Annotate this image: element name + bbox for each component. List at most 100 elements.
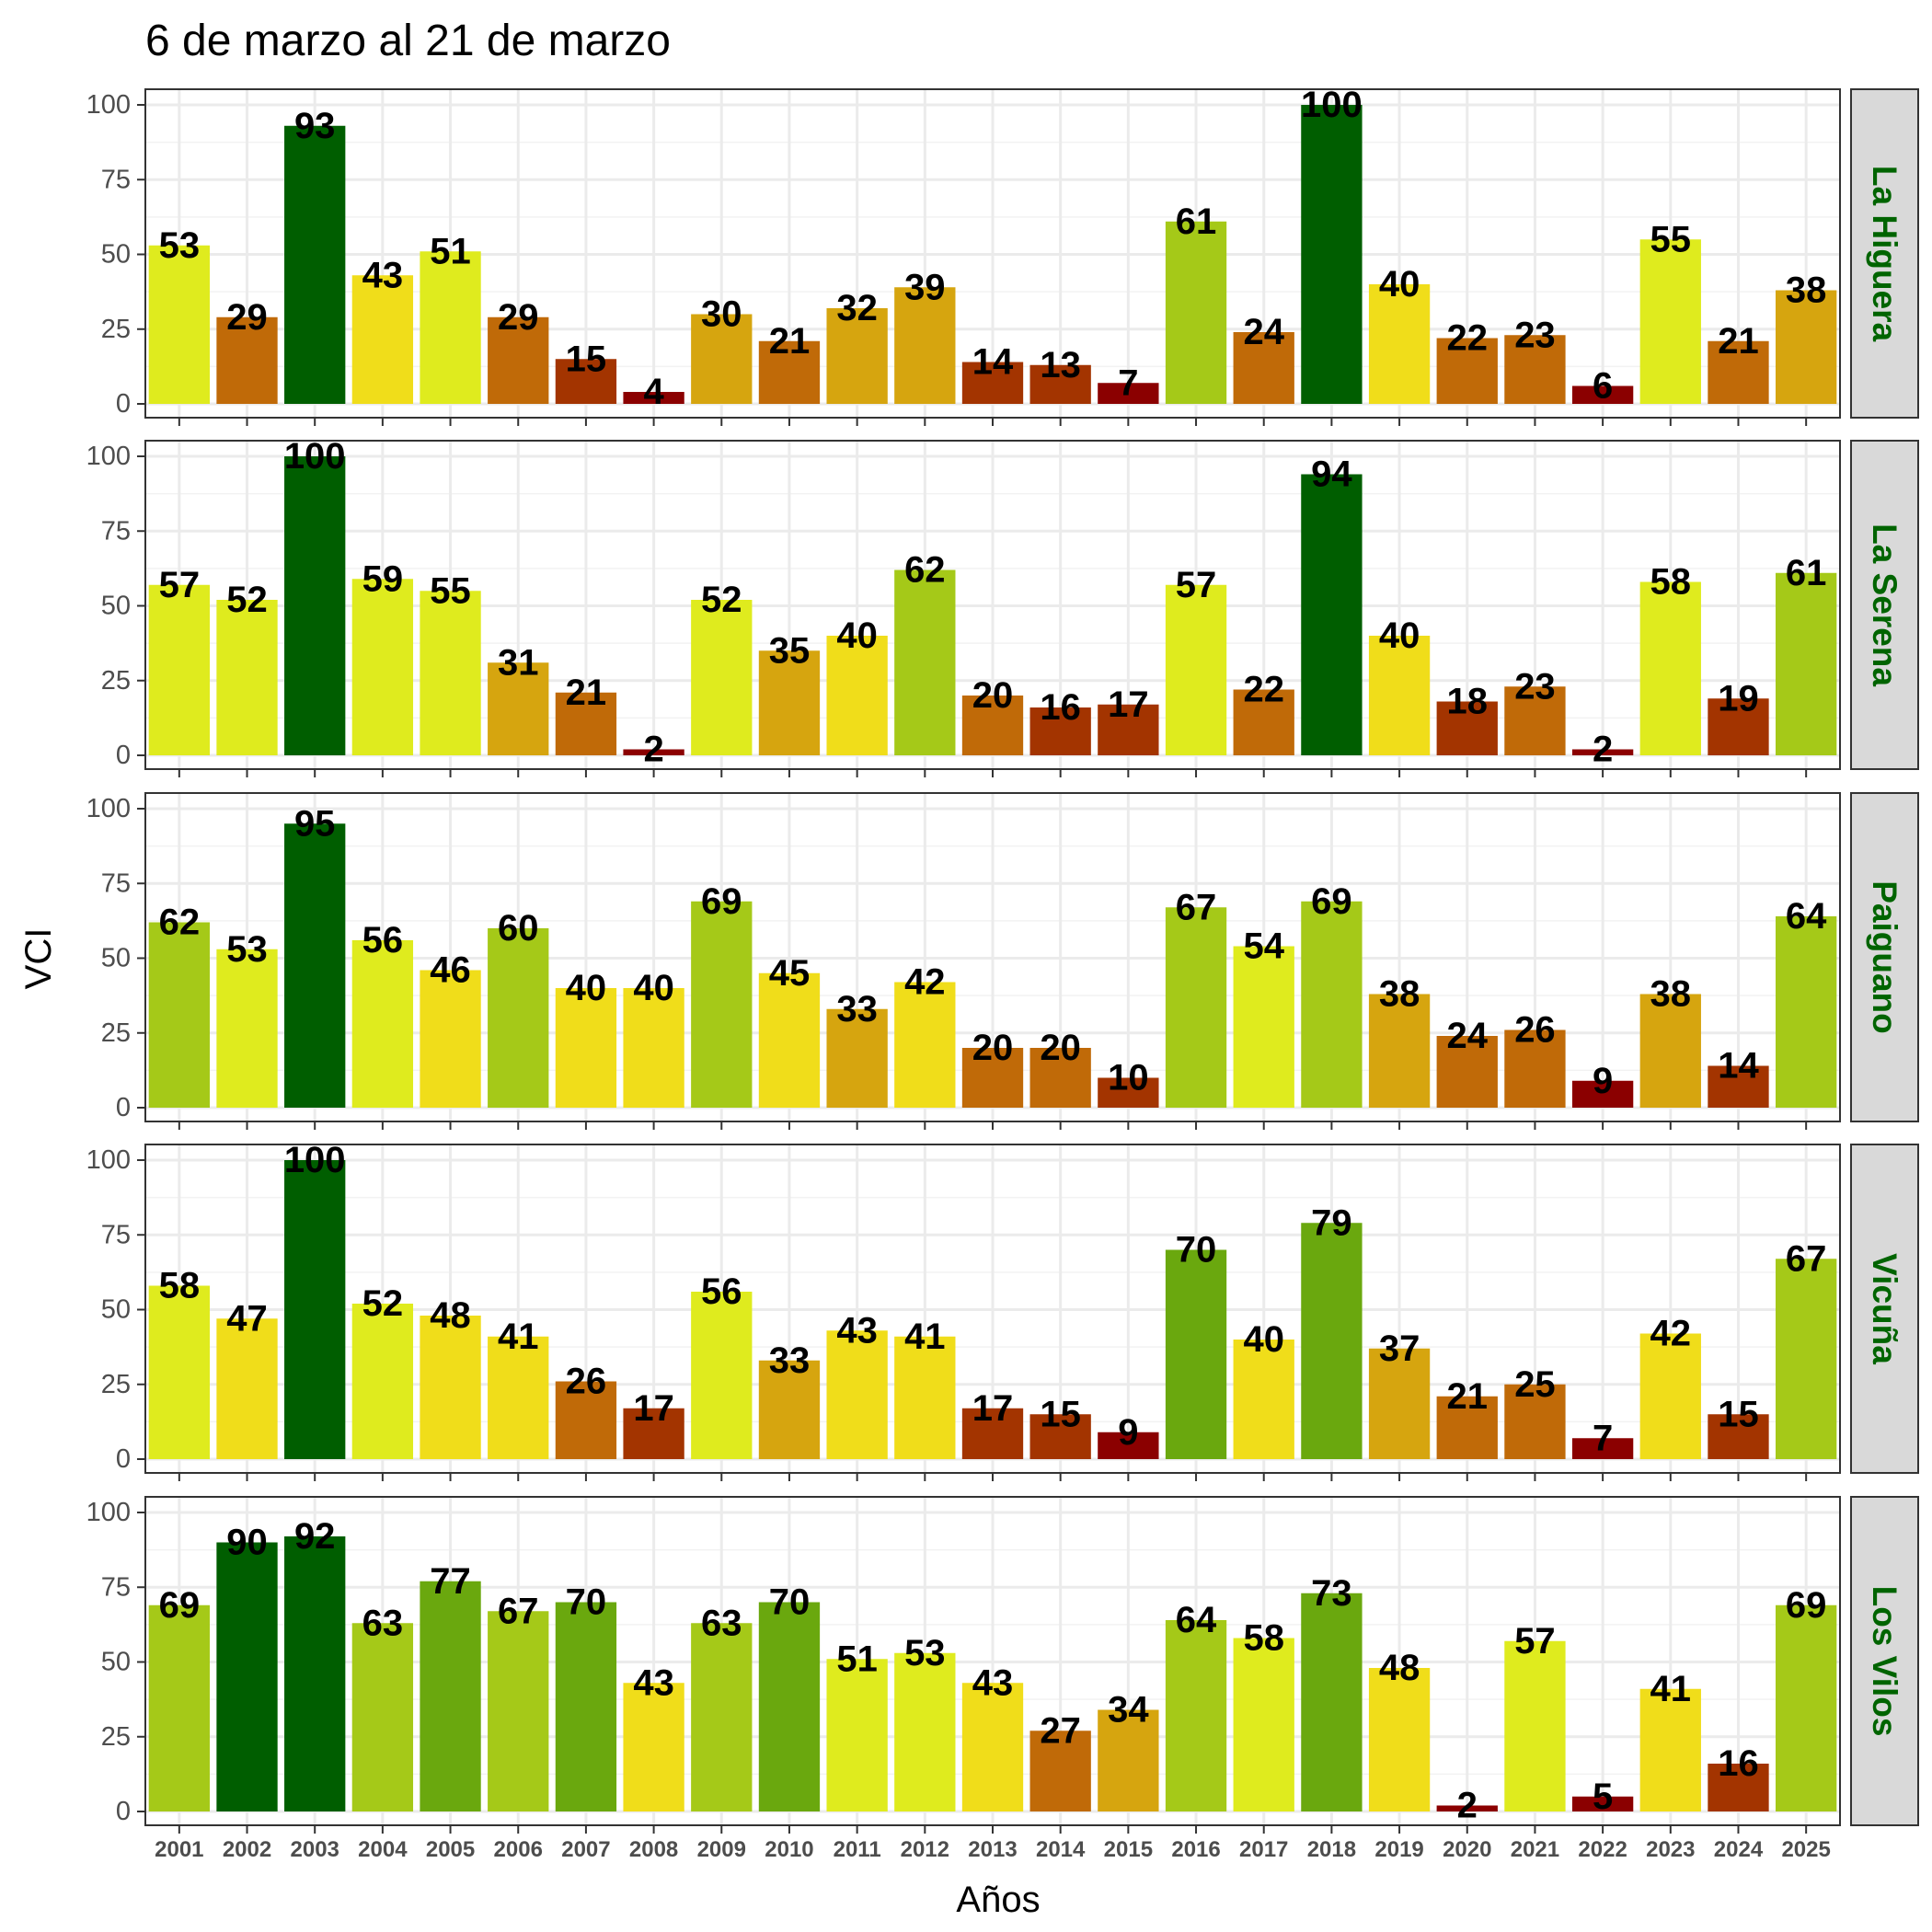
bar-la-serena-2010 (758, 650, 821, 755)
bar-value-label: 47 (226, 1298, 268, 1339)
bar-value-label: 40 (1243, 1319, 1284, 1360)
bar-los-vilos-2019 (1368, 1668, 1431, 1811)
bar-value-label: 21 (769, 321, 811, 362)
bar-la-higuera-2019 (1368, 284, 1431, 404)
x-tick-label: 2024 (1714, 1837, 1764, 1862)
bar-value-label: 52 (226, 580, 268, 620)
y-tick-label: 75 (101, 516, 131, 546)
bar-paiguano-2011 (826, 1008, 888, 1108)
y-tick-label: 75 (101, 1572, 131, 1602)
bar-vicuna-2021 (1504, 1384, 1566, 1459)
bar-value-label: 70 (566, 1582, 607, 1623)
facet-strip (1850, 88, 1919, 419)
bar-paiguano-2008 (623, 988, 684, 1108)
bar-paiguano-2007 (555, 988, 617, 1108)
bar-value-label: 42 (904, 962, 946, 1003)
bar-los-vilos-2002 (216, 1542, 278, 1811)
bar-los-vilos-2010 (758, 1602, 821, 1811)
bar-vicuna-2004 (351, 1304, 414, 1459)
x-tick-label: 2001 (155, 1837, 203, 1862)
bar-value-label: 26 (566, 1362, 607, 1402)
bar-value-label: 53 (159, 225, 201, 266)
bar-los-vilos-2009 (691, 1623, 753, 1811)
y-tick-label: 75 (101, 868, 131, 898)
bar-value-label: 6 (1593, 366, 1613, 407)
facet-label-paiguano: Paiguano (1866, 880, 1903, 1034)
bar-paiguano-2019 (1368, 994, 1431, 1108)
bar-value-label: 100 (284, 436, 346, 477)
x-tick-label: 2003 (291, 1837, 339, 1862)
bar-vicuna-2015 (1098, 1432, 1159, 1459)
bar-value-label: 32 (836, 288, 878, 328)
bar-value-label: 58 (1243, 1618, 1284, 1659)
bar-value-label: 63 (362, 1603, 404, 1643)
bar-la-serena-2004 (351, 579, 414, 755)
bar-value-label: 62 (159, 903, 201, 943)
bar-value-label: 61 (1786, 553, 1827, 593)
bar-value-label: 54 (1243, 926, 1284, 967)
bar-value-label: 20 (972, 1028, 1014, 1068)
bar-value-label: 21 (1718, 321, 1759, 362)
x-tick-label: 2005 (426, 1837, 475, 1862)
bar-value-label: 35 (769, 630, 811, 671)
x-axis-title: Años (956, 1880, 1040, 1920)
x-tick-label: 2011 (834, 1837, 881, 1862)
bar-value-label: 38 (1379, 974, 1420, 1015)
bar-los-vilos-2014 (1029, 1731, 1091, 1811)
bar-paiguano-2004 (351, 940, 414, 1108)
x-tick-label: 2004 (358, 1837, 408, 1862)
bar-paiguano-2025 (1776, 916, 1837, 1108)
bar-la-serena-2016 (1165, 584, 1227, 755)
bar-paiguano-2012 (894, 982, 956, 1108)
bar-la-higuera-2011 (826, 308, 888, 404)
bar-paiguano-2006 (488, 928, 549, 1108)
bar-la-serena-2024 (1708, 698, 1769, 755)
bar-value-label: 10 (1108, 1058, 1149, 1098)
bar-la-serena-2019 (1368, 636, 1431, 755)
bar-value-label: 7 (1593, 1418, 1613, 1458)
bar-value-label: 22 (1447, 318, 1489, 359)
bar-los-vilos-2007 (555, 1602, 617, 1811)
bar-la-higuera-2015 (1098, 383, 1159, 404)
bar-la-higuera-2024 (1708, 340, 1769, 404)
y-tick-label: 75 (101, 1220, 131, 1249)
bar-value-label: 41 (1650, 1669, 1692, 1709)
x-tick-label: 2009 (697, 1837, 746, 1862)
bar-value-label: 43 (836, 1310, 878, 1351)
bar-value-label: 38 (1786, 270, 1827, 311)
bar-value-label: 25 (1514, 1364, 1556, 1405)
bar-value-label: 14 (972, 342, 1014, 383)
bar-paiguano-2003 (284, 823, 346, 1108)
y-tick-label: 50 (101, 944, 131, 973)
bar-los-vilos-2003 (284, 1536, 346, 1811)
bar-la-serena-2011 (826, 636, 888, 755)
bar-value-label: 13 (1040, 345, 1081, 385)
y-tick-label: 100 (86, 90, 131, 120)
bar-value-label: 40 (1379, 264, 1420, 305)
bar-paiguano-2023 (1639, 994, 1701, 1108)
bar-vicuna-2014 (1029, 1414, 1091, 1459)
bar-value-label: 40 (1379, 615, 1420, 656)
bar-value-label: 43 (633, 1662, 674, 1703)
y-tick-label: 0 (116, 1093, 131, 1122)
bar-value-label: 17 (1108, 684, 1149, 725)
y-tick-label: 100 (86, 1145, 131, 1175)
bar-los-vilos-2025 (1776, 1604, 1837, 1811)
facet-strip (1850, 792, 1919, 1122)
bar-value-label: 63 (701, 1603, 742, 1643)
bar-value-label: 33 (769, 1340, 811, 1381)
bar-paiguano-2005 (420, 970, 481, 1108)
bar-value-label: 41 (904, 1317, 946, 1357)
bar-value-label: 31 (498, 642, 539, 683)
bar-value-label: 93 (294, 106, 336, 146)
facet-strip (1850, 1144, 1919, 1474)
bar-value-label: 27 (1040, 1710, 1081, 1751)
bar-value-label: 2 (643, 730, 663, 770)
bar-la-serena-2005 (420, 591, 481, 755)
bar-value-label: 42 (1650, 1314, 1692, 1354)
bar-value-label: 14 (1718, 1046, 1759, 1087)
facet-label-la-serena: La Serena (1866, 523, 1903, 686)
